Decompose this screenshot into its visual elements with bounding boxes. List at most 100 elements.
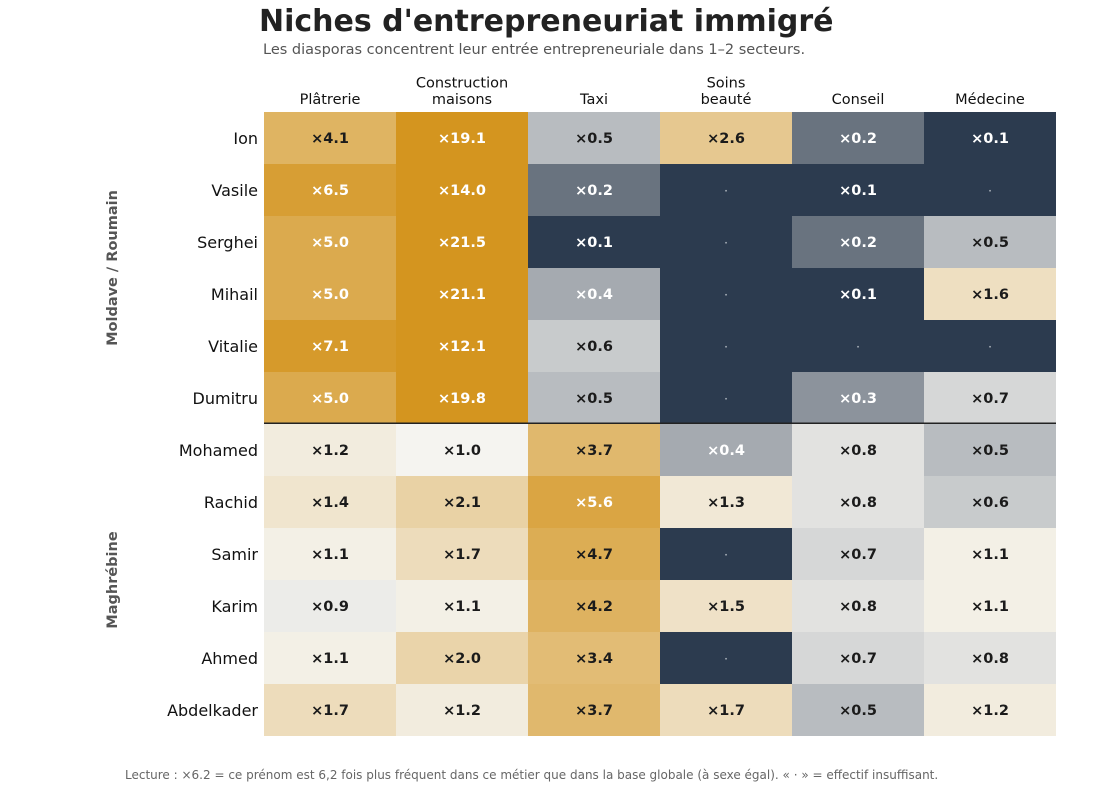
heatmap-cell [528, 476, 660, 528]
row-label: Karim [211, 597, 258, 616]
cell-value: ×14.0 [438, 183, 486, 199]
cell-value: ×0.7 [839, 547, 877, 563]
cell-value: ×5.6 [575, 495, 613, 511]
cell-value: · [724, 184, 728, 198]
cell-value: ×1.1 [443, 599, 481, 615]
heatmap-cell [264, 528, 396, 580]
column-header: Plâtrerie [300, 92, 361, 108]
cell-value: ×0.5 [575, 391, 613, 407]
heatmap-cell [264, 268, 396, 320]
cell-value: ×0.6 [575, 339, 613, 355]
heatmap-cell [396, 424, 528, 476]
heatmap-cell [660, 684, 792, 736]
group-label: Moldave / Roumain [105, 190, 121, 346]
cell-value: ×19.1 [438, 131, 486, 147]
cell-value: ×1.4 [311, 495, 349, 511]
heatmap-cell [396, 320, 528, 372]
heatmap-cell [660, 372, 792, 424]
heatmap-cell [528, 528, 660, 580]
heatmap-cell [660, 112, 792, 164]
heatmap-cell [396, 216, 528, 268]
heatmap-cell [924, 528, 1056, 580]
cell-value: · [856, 340, 860, 354]
heatmap-cell [660, 632, 792, 684]
heatmap-cell [792, 372, 924, 424]
cell-value: ×12.1 [438, 339, 486, 355]
row-label: Vasile [211, 181, 258, 200]
cell-value: ×3.7 [575, 443, 613, 459]
cell-value: ×7.1 [311, 339, 349, 355]
heatmap-cell [528, 268, 660, 320]
heatmap-cell [660, 164, 792, 216]
heatmap-cell [660, 424, 792, 476]
row-label: Serghei [197, 233, 258, 252]
cell-value: ×1.1 [971, 599, 1009, 615]
cell-value: ×5.0 [311, 391, 349, 407]
cell-value: ×0.8 [839, 443, 877, 459]
cell-value: ×19.8 [438, 391, 486, 407]
heatmap-cell [396, 164, 528, 216]
heatmap-cell [264, 372, 396, 424]
cell-value: ×1.2 [443, 703, 481, 719]
cell-value: ×5.0 [311, 287, 349, 303]
heatmap-cell [924, 424, 1056, 476]
cell-value: ×0.2 [575, 183, 613, 199]
heatmap-cell [792, 580, 924, 632]
cell-value: · [724, 288, 728, 302]
heatmap-cell [792, 632, 924, 684]
cell-value: ×1.1 [311, 547, 349, 563]
heatmap-cell [528, 580, 660, 632]
heatmap-cell [528, 216, 660, 268]
row-label: Ion [233, 129, 258, 148]
heatmap-cell [264, 424, 396, 476]
column-header: Médecine [955, 92, 1025, 108]
cell-value: ×1.0 [443, 443, 481, 459]
reading-note: Lecture : ×6.2 = ce prénom est 6,2 fois … [125, 768, 939, 782]
row-label: Abdelkader [167, 701, 258, 720]
row-label: Ahmed [201, 649, 258, 668]
heatmap-cell [924, 268, 1056, 320]
row-label: Dumitru [193, 389, 258, 408]
chart-title: Niches d'entrepreneuriat immigré [259, 4, 834, 39]
heatmap-cell [528, 684, 660, 736]
cell-value: ×0.2 [839, 131, 877, 147]
heatmap-cell [528, 424, 660, 476]
heatmap-cell [924, 632, 1056, 684]
cell-value: ×3.7 [575, 703, 613, 719]
heatmap-cell [396, 580, 528, 632]
cell-value: ×5.0 [311, 235, 349, 251]
cell-value: ×1.7 [443, 547, 481, 563]
cell-value: ×4.2 [575, 599, 613, 615]
heatmap-cell [528, 320, 660, 372]
row-label: Rachid [204, 493, 258, 512]
heatmap-cell [792, 476, 924, 528]
heatmap-cell [924, 320, 1056, 372]
heatmap-cell [924, 580, 1056, 632]
cell-value: · [988, 184, 992, 198]
cell-value: ×1.7 [707, 703, 745, 719]
cell-value: ×0.8 [839, 599, 877, 615]
cell-value: ×1.1 [311, 651, 349, 667]
cell-value: ×2.6 [707, 131, 745, 147]
cell-value: ×0.8 [971, 651, 1009, 667]
heatmap-cell [792, 424, 924, 476]
cell-value: ×21.5 [438, 235, 486, 251]
cell-value: ×4.1 [311, 131, 349, 147]
cell-value: ×0.4 [575, 287, 613, 303]
column-header: Soins beauté [701, 76, 752, 109]
heatmap-cell [264, 476, 396, 528]
cell-value: ×4.7 [575, 547, 613, 563]
cell-value: ×0.5 [971, 443, 1009, 459]
heatmap-cell [396, 112, 528, 164]
heatmap-cell [264, 112, 396, 164]
cell-value: ×0.3 [839, 391, 877, 407]
cell-value: ×1.3 [707, 495, 745, 511]
heatmap-cell [264, 164, 396, 216]
heatmap-cell [792, 268, 924, 320]
heatmap-cell [528, 632, 660, 684]
cell-value: · [724, 548, 728, 562]
column-header: Construction maisons [416, 76, 508, 109]
heatmap-cell [792, 216, 924, 268]
heatmap-cell [264, 580, 396, 632]
